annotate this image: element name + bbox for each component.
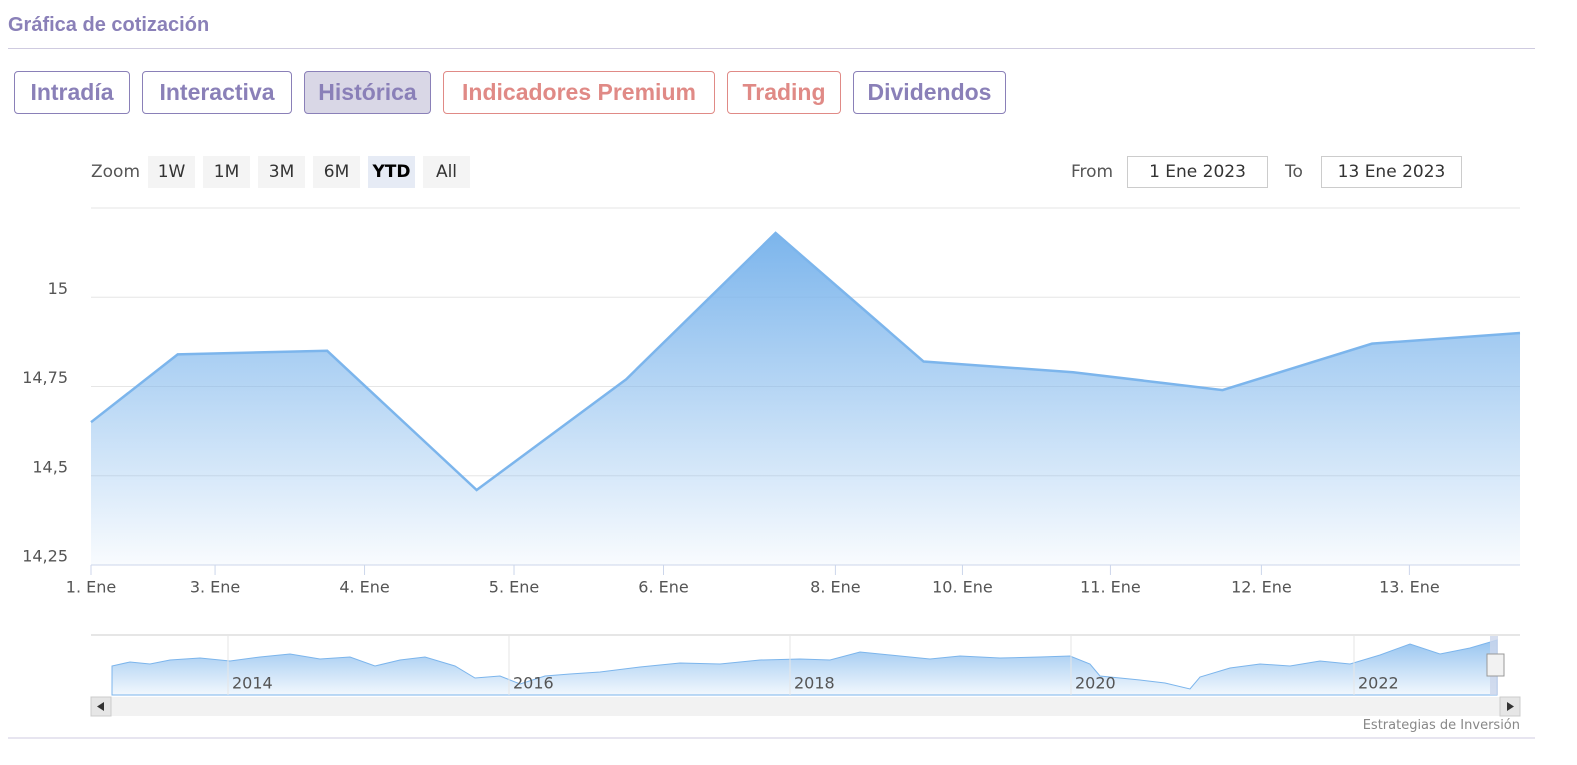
- arrow: [1507, 702, 1514, 711]
- tab[interactable]: Histórica: [304, 71, 431, 114]
- tab[interactable]: Intradía: [14, 71, 130, 114]
- x-tick-label: 6. Ene: [638, 578, 688, 597]
- x-tick-label: 11. Ene: [1080, 578, 1141, 597]
- to-label: To: [1285, 162, 1303, 182]
- zoom-button[interactable]: 1W: [148, 156, 195, 188]
- x-tick-label: 8. Ene: [810, 578, 860, 597]
- zoom-button[interactable]: 3M: [258, 156, 305, 188]
- to-input[interactable]: 13 Ene 2023: [1321, 156, 1462, 188]
- x-tick-label: 12. Ene: [1231, 578, 1292, 597]
- tab[interactable]: Dividendos: [853, 71, 1006, 114]
- arrow: [97, 702, 104, 711]
- tab[interactable]: Indicadores Premium: [443, 71, 715, 114]
- x-tick-label: 13. Ene: [1379, 578, 1440, 597]
- zoom-button[interactable]: All: [423, 156, 470, 188]
- tab[interactable]: Interactiva: [142, 71, 292, 114]
- navigator-label: 2020: [1075, 674, 1116, 693]
- line: [90, 231, 1521, 492]
- navigator-label: 2016: [513, 674, 554, 693]
- navigator-label: 2018: [794, 674, 835, 693]
- x-tick-label: 5. Ene: [489, 578, 539, 597]
- y-tick-label: 14,5: [32, 457, 68, 476]
- x-tick-label: 10. Ene: [932, 578, 993, 597]
- zoom-button[interactable]: 6M: [313, 156, 360, 188]
- y-tick-label: 14,25: [22, 547, 68, 566]
- from-label: From: [1071, 162, 1114, 182]
- x-tick-label: 4. Ene: [339, 578, 389, 597]
- section-title: Gráfica de cotización: [8, 14, 210, 36]
- navigator-label: 2014: [232, 674, 273, 693]
- scrollbar: [91, 697, 1520, 716]
- navigator-label: 2022: [1358, 674, 1399, 693]
- tab[interactable]: Trading: [727, 71, 841, 114]
- y-tick-label: 14,75: [22, 368, 68, 387]
- navigator-series: [111, 639, 1498, 696]
- zoom-button[interactable]: YTD: [368, 156, 415, 188]
- x-tick-label: 1. Ene: [66, 578, 116, 597]
- y-tick-label: 15: [48, 279, 68, 298]
- navigator-handle[interactable]: [1486, 653, 1505, 677]
- from-input[interactable]: 1 Ene 2023: [1127, 156, 1268, 188]
- area: [91, 232, 1520, 566]
- x-tick-label: 3. Ene: [190, 578, 240, 597]
- divider: [8, 48, 1535, 49]
- zoom-label: Zoom: [91, 162, 141, 182]
- zoom-button[interactable]: 1M: [203, 156, 250, 188]
- credit: Estrategias de Inversión: [1362, 718, 1520, 733]
